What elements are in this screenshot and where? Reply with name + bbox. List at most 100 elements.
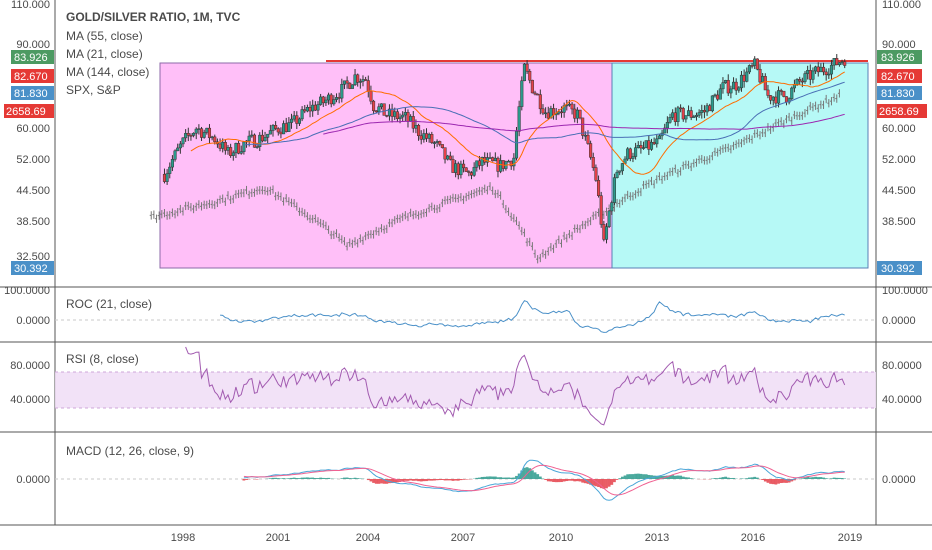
candle-body [356, 74, 360, 83]
macd-histogram-bar [589, 479, 593, 485]
candle-body [583, 134, 587, 137]
macd-histogram-bar [623, 475, 627, 479]
macd-histogram-bar [451, 479, 455, 481]
badge-spx [4, 104, 54, 118]
signal-line [243, 464, 845, 496]
macd-histogram-bar [546, 479, 550, 482]
candle-body [604, 226, 609, 240]
candle-body [657, 135, 661, 140]
macd-histogram-bar [650, 475, 653, 479]
candle-body [414, 125, 418, 129]
macd-histogram-bar [655, 475, 659, 479]
candle-body [620, 163, 624, 172]
x-tick: 2016 [741, 532, 765, 544]
macd-histogram-bar [753, 476, 757, 479]
candle-body [345, 80, 349, 84]
macd-histogram-bar [782, 479, 786, 483]
left-tick: 0.0000 [16, 474, 50, 486]
macd-histogram-bar [673, 475, 677, 479]
candle-body [800, 80, 804, 83]
left-tick: 90.000 [16, 39, 50, 51]
candle-body [205, 127, 209, 133]
macd-histogram-bar [306, 477, 309, 479]
candle-body [726, 80, 730, 94]
candle-body [350, 84, 354, 89]
candle-body [403, 112, 407, 116]
macd-histogram-bar [562, 479, 566, 482]
macd-histogram-bar [745, 478, 749, 479]
candle-body [311, 104, 315, 112]
macd-histogram-bar [313, 478, 317, 479]
candle-body [745, 71, 749, 82]
candle-body [263, 137, 267, 142]
left-tick: 40.0000 [10, 394, 50, 406]
candle-body [364, 79, 368, 81]
badge-ma21-text: 82.670 [881, 71, 915, 83]
macd-histogram-bar [665, 475, 669, 479]
candle-body [308, 107, 312, 112]
candle-body [615, 171, 619, 178]
macd-histogram-bar [462, 479, 465, 480]
candle-body [536, 93, 540, 96]
macd-histogram-bar [327, 477, 330, 479]
candle-body [297, 118, 302, 124]
candle-body [530, 79, 534, 94]
right-tick: 0.0000 [882, 315, 916, 327]
candle-body [342, 80, 347, 85]
macd-histogram-bar [438, 479, 442, 481]
badge-low-text: 30.392 [881, 263, 915, 275]
macd-histogram-bar [676, 475, 680, 479]
macd-histogram-bar [292, 477, 296, 479]
macd-histogram-bar [628, 474, 632, 479]
candle-body [634, 147, 638, 157]
macd-histogram-bar [343, 477, 346, 479]
candle-body [618, 170, 622, 173]
macd-histogram-bar [647, 474, 651, 479]
macd-histogram-bar [658, 475, 661, 479]
macd-histogram-bar [594, 479, 598, 487]
candle-body [456, 163, 460, 176]
candle-body [324, 99, 328, 104]
macd-histogram-bar [345, 477, 349, 479]
macd-histogram-bar [602, 479, 606, 489]
candle-body [462, 163, 466, 169]
roc-line [220, 300, 845, 333]
macd-histogram-bar [298, 478, 301, 479]
macd-histogram-bar [493, 476, 497, 479]
macd-histogram-bar [716, 478, 720, 479]
macd-histogram-bar [570, 479, 574, 481]
candle-body [676, 107, 680, 122]
left-tick: 80.0000 [10, 360, 50, 372]
macd-histogram-bar [634, 473, 638, 479]
candle-body [223, 142, 227, 151]
candle-body [485, 157, 489, 163]
macd-histogram-bar [660, 475, 664, 479]
macd-histogram-bar [390, 479, 394, 484]
macd-histogram-bar [681, 476, 685, 479]
candle-body [644, 140, 648, 148]
candle-body [247, 135, 251, 142]
candle-body [239, 151, 243, 154]
macd-histogram-bar [644, 474, 648, 479]
macd-histogram-bar [382, 479, 386, 484]
macd-histogram-bar [496, 477, 500, 479]
candle-body [300, 109, 304, 120]
candle-body [451, 159, 455, 173]
candle-body [252, 134, 257, 148]
candle-body [599, 195, 603, 225]
macd-histogram-bar [485, 476, 489, 479]
badge-low [11, 261, 54, 275]
candle-body [684, 115, 688, 120]
candle-body [742, 74, 746, 82]
candle-body [464, 167, 468, 172]
candle-body [700, 110, 704, 113]
macd-histogram-bar [504, 477, 508, 479]
macd-histogram-bar [626, 474, 630, 479]
candle-body [207, 127, 212, 139]
candle-body [544, 112, 548, 115]
candle-body [814, 66, 818, 72]
x-tick: 2010 [549, 532, 573, 544]
legend-ma144: MA (144, close) [66, 65, 149, 79]
macd-histogram-bar [279, 478, 283, 479]
left-tick: 38.500 [16, 216, 50, 228]
